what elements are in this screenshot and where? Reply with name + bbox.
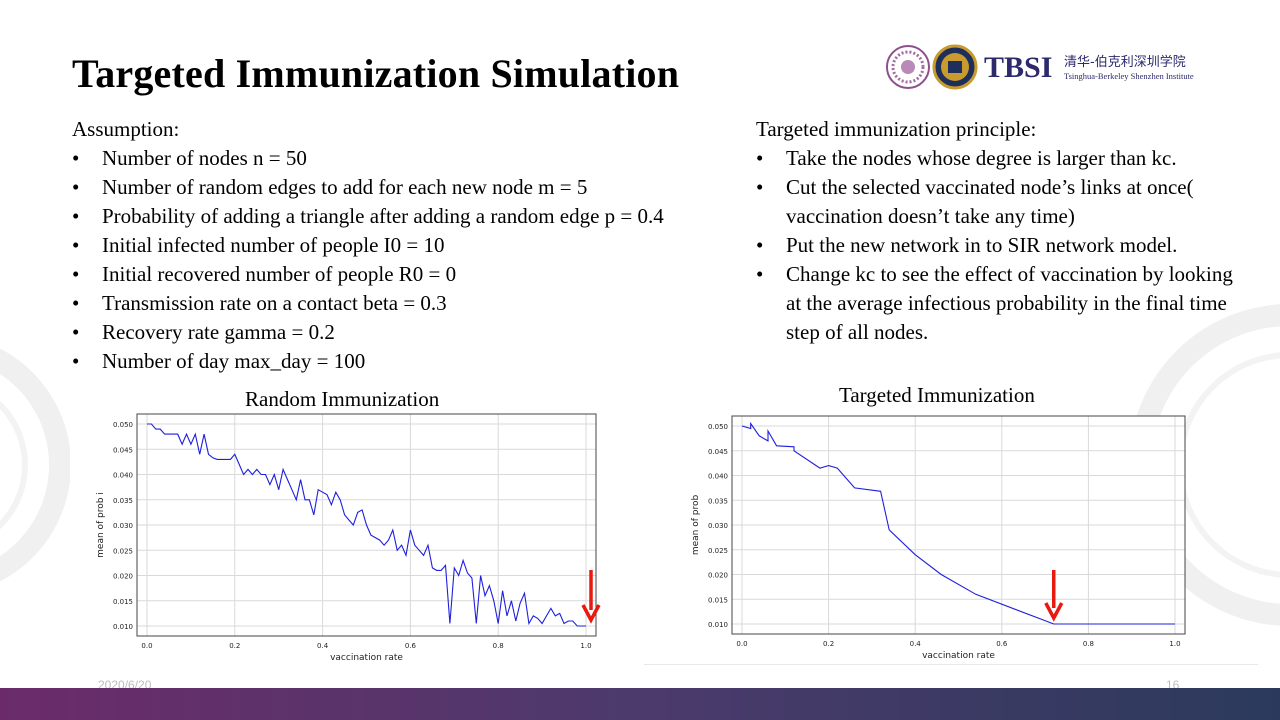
- x-tick-label: 0.2: [823, 640, 834, 648]
- y-tick-label: 0.020: [708, 572, 728, 580]
- targeted-immunization-chart: 0.010 0.015 0.020 0.025 0.030 0.035 0.040 0.045…: [691, 415, 1186, 661]
- x-tick-label: 0.6: [996, 640, 1008, 648]
- y-tick-label: 0.015: [113, 598, 133, 606]
- list-item: Number of random edges to add for each n…: [72, 173, 664, 202]
- list-item: Take the nodes whose degree is larger th…: [756, 144, 1252, 173]
- list-item: Probability of adding a triangle after a…: [72, 202, 664, 231]
- x-tick-label: 0.4: [910, 640, 922, 648]
- random-immunization-chart: 0.010 0.015 0.020 0.025 0.030 0.035 0.040 0.045…: [96, 413, 601, 663]
- x-tick-label: 0.8: [1083, 640, 1094, 648]
- list-item: Number of nodes n = 50: [72, 144, 664, 173]
- plot-border: [136, 413, 597, 637]
- principle-heading: Targeted immunization principle:: [756, 117, 1037, 141]
- y-tick-label: 0.050: [708, 423, 728, 431]
- plot-border: [731, 415, 1186, 635]
- y-tick-label: 0.040: [113, 472, 133, 480]
- list-item: Recovery rate gamma = 0.2: [72, 318, 664, 347]
- x-tick-label: 1.0: [580, 642, 591, 650]
- x-tick-label: 0.0: [736, 640, 747, 648]
- tbsi-logo-text: TBSI: [984, 51, 1052, 84]
- x-tick-label: 0.0: [141, 642, 152, 650]
- series-line: [741, 421, 1175, 625]
- y-axis-label: mean of prob: [691, 495, 701, 556]
- y-tick-label: 0.030: [708, 522, 728, 530]
- x-axis-label: vaccination rate: [922, 651, 995, 661]
- y-tick-label: 0.035: [708, 497, 728, 505]
- series-line: [147, 423, 586, 627]
- y-axis-label: mean of prob i: [96, 492, 106, 558]
- principle-list: Take the nodes whose degree is larger th…: [756, 144, 1252, 347]
- tsinghua-logo: [886, 45, 930, 89]
- y-tick-label: 0.025: [113, 547, 133, 555]
- red-arrow-head: [581, 604, 601, 624]
- list-item: Put the new network in to SIR network mo…: [756, 231, 1252, 260]
- y-tick-label: 0.035: [113, 497, 133, 505]
- slide-title: Targeted Immunization Simulation: [72, 51, 680, 96]
- random-chart-title: Random Immunization: [245, 387, 440, 411]
- x-tick-label: 1.0: [1169, 640, 1180, 648]
- list-item: Initial recovered number of people R0 = …: [72, 260, 664, 289]
- divider-line: [644, 664, 1258, 665]
- list-item: Initial infected number of people I0 = 1…: [72, 231, 664, 260]
- y-tick-label: 0.045: [708, 448, 728, 456]
- principle-block: Targeted immunization principle: Take th…: [756, 115, 1252, 347]
- y-tick-label: 0.050: [113, 421, 133, 429]
- assumption-list: Number of nodes n = 50 Number of random …: [72, 144, 664, 376]
- targeted-chart-title: Targeted Immunization: [839, 383, 1035, 407]
- y-tick-label: 0.015: [708, 596, 728, 604]
- logo-group: TBSI 清华-伯克利深圳学院 Tsinghua-Berkeley Shenzh…: [886, 44, 1194, 90]
- x-tick-label: 0.4: [317, 642, 329, 650]
- x-tick-label: 0.2: [229, 642, 240, 650]
- berkeley-logo: [932, 44, 978, 90]
- y-tick-label: 0.030: [113, 522, 133, 530]
- tsinghua-seal-watermark: [0, 348, 70, 582]
- y-tick-label: 0.025: [708, 547, 728, 555]
- assumption-heading: Assumption:: [72, 117, 180, 141]
- list-item: Transmission rate on a contact beta = 0.…: [72, 289, 664, 318]
- footer-bar: [0, 688, 1280, 720]
- tbsi-english-name: Tsinghua-Berkeley Shenzhen Institute: [1064, 71, 1194, 81]
- list-item: Number of day max_day = 100: [72, 347, 664, 376]
- red-arrow-head: [1044, 602, 1064, 622]
- x-tick-label: 0.8: [493, 642, 504, 650]
- x-tick-label: 0.6: [405, 642, 417, 650]
- tbsi-chinese-name: 清华-伯克利深圳学院: [1064, 54, 1186, 70]
- y-tick-label: 0.020: [113, 573, 133, 581]
- y-tick-label: 0.040: [708, 473, 728, 481]
- x-axis-label: vaccination rate: [330, 653, 403, 663]
- list-item: Cut the selected vaccinated node’s links…: [756, 173, 1252, 231]
- y-tick-label: 0.010: [113, 623, 133, 631]
- list-item: Change kc to see the effect of vaccinati…: [756, 260, 1252, 347]
- y-tick-label: 0.045: [113, 446, 133, 454]
- assumption-block: Assumption: Number of nodes n = 50 Numbe…: [72, 115, 664, 376]
- y-tick-label: 0.010: [708, 621, 728, 629]
